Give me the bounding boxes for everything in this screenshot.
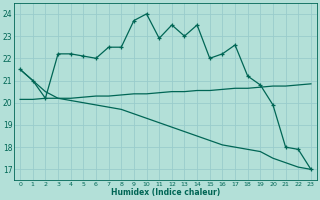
X-axis label: Humidex (Indice chaleur): Humidex (Indice chaleur) (111, 188, 220, 197)
